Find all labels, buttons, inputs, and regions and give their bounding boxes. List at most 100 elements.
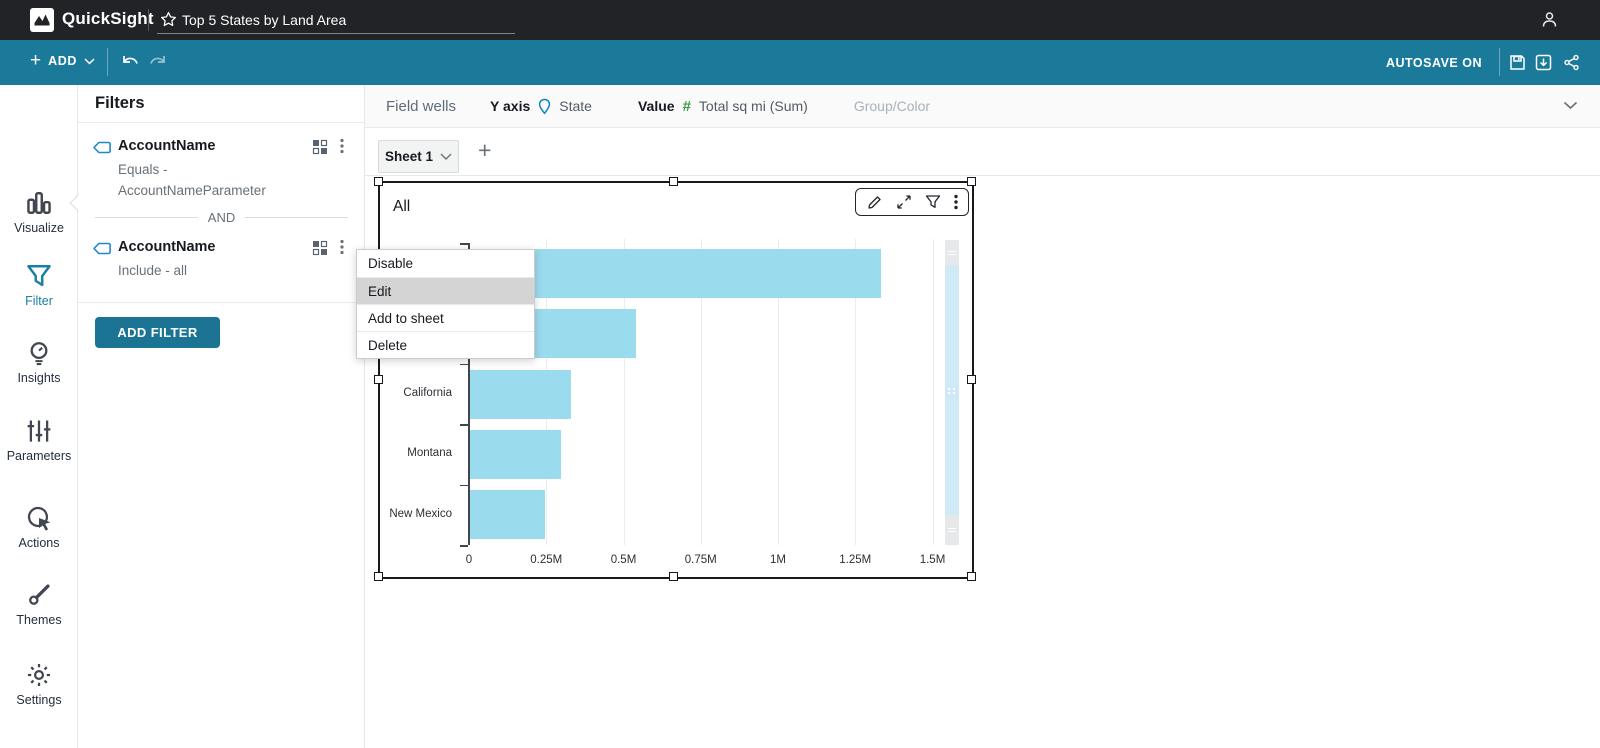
- menu-item-edit[interactable]: Edit: [357, 277, 534, 304]
- nav-themes[interactable]: Themes: [0, 582, 78, 627]
- lightbulb-icon: [30, 342, 48, 366]
- filter-condition: Include - all: [118, 263, 188, 278]
- nav-parameters[interactable]: Parameters: [0, 418, 78, 463]
- filter-condition-parameter: AccountNameParameter: [118, 183, 266, 198]
- x-axis-tick-label: 1M: [770, 554, 786, 566]
- brand-name: QuickSight: [62, 9, 154, 28]
- undo-icon[interactable]: [121, 53, 140, 70]
- nav-insights[interactable]: Insights: [0, 340, 78, 385]
- resize-handle-s[interactable]: [669, 572, 678, 581]
- group-color-well[interactable]: Group/Color: [853, 98, 931, 114]
- category-label: New Mexico: [389, 507, 452, 520]
- scrollbar-thumb[interactable]: [945, 265, 959, 515]
- paintbrush-icon: [29, 584, 50, 605]
- resize-handle-e[interactable]: [967, 375, 976, 384]
- filter-card-1[interactable]: AccountName Equals - AccountNameParamete…: [78, 138, 365, 233]
- nav-visualize[interactable]: Visualize: [0, 190, 78, 235]
- top-bar: QuickSight Top 5 States by Land Area: [0, 0, 1600, 40]
- bar[interactable]: [470, 369, 571, 419]
- nav-filter[interactable]: Filter: [0, 263, 78, 308]
- toolbar-divider: [107, 48, 108, 76]
- user-account-icon[interactable]: [1541, 11, 1558, 28]
- panel-divider: [78, 302, 365, 303]
- dimension-tag-icon: [92, 241, 112, 256]
- filter-menu-kebab-icon[interactable]: [340, 239, 344, 255]
- edit-visual-pencil-icon[interactable]: [867, 194, 883, 210]
- resize-handle-ne[interactable]: [967, 177, 976, 186]
- favorite-star-icon[interactable]: [160, 11, 177, 28]
- chart-scrollbar[interactable]: [945, 240, 959, 545]
- y-axis-well[interactable]: Y axis State: [490, 98, 592, 114]
- share-icon[interactable]: [1563, 54, 1580, 71]
- add-filter-button[interactable]: ADD FILTER: [95, 317, 220, 348]
- y-axis-tick: [460, 545, 468, 547]
- menu-item-disable[interactable]: Disable: [368, 256, 414, 271]
- nav-settings[interactable]: Settings: [0, 662, 78, 707]
- y-axis-tick: [460, 484, 468, 487]
- action-cursor-icon: [27, 506, 51, 531]
- resize-handle-n[interactable]: [669, 177, 678, 186]
- analysis-title[interactable]: Top 5 States by Land Area: [182, 12, 347, 28]
- quicksight-logo-icon[interactable]: [30, 8, 54, 32]
- filter-card-2[interactable]: AccountName Include - all: [78, 239, 365, 299]
- export-icon[interactable]: [1535, 54, 1552, 71]
- topbar-divider: [148, 9, 149, 31]
- title-underline: [157, 33, 515, 34]
- resize-handle-se[interactable]: [967, 572, 976, 581]
- gridline: [623, 239, 625, 545]
- scrollbar-top-handle[interactable]: [945, 240, 959, 265]
- separator-line: [95, 217, 198, 218]
- bar-chart-visual[interactable]: All 00.25M0.5M0.75M1M1.25M1.5MAlaskaTexa…: [374, 177, 976, 581]
- filter-context-menu: Disable Edit Add to sheet Delete: [356, 249, 535, 359]
- nav-actions[interactable]: Actions: [0, 505, 78, 550]
- and-separator: AND: [95, 210, 349, 225]
- bar[interactable]: [470, 429, 561, 479]
- bar[interactable]: [470, 490, 545, 540]
- menu-item-add-to-sheet[interactable]: Add to sheet: [357, 304, 534, 331]
- category-label: California: [403, 387, 452, 399]
- edit-toolbar: + ADD AUTOSAVE ON: [0, 40, 1600, 85]
- filter-funnel-icon: [27, 265, 51, 287]
- gridline: [932, 239, 934, 545]
- separator-line: [245, 217, 349, 218]
- value-well[interactable]: Value # Total sq mi (Sum): [637, 97, 808, 115]
- toolbar-divider-right: [1499, 48, 1500, 76]
- resize-handle-sw[interactable]: [374, 572, 383, 581]
- measure-hash-icon: #: [682, 97, 691, 115]
- gridline: [855, 239, 857, 545]
- x-axis-tick-label: 1.25M: [839, 554, 872, 566]
- redo-icon[interactable]: [148, 53, 167, 70]
- grid-layout-icon[interactable]: [312, 240, 328, 256]
- y-axis-line: [468, 243, 470, 545]
- visual-menu-kebab-icon[interactable]: [953, 194, 958, 210]
- field-wells-bar: Field wells Y axis State Value # Total s…: [365, 85, 1600, 128]
- resize-handle-nw[interactable]: [374, 177, 383, 186]
- add-sheet-button[interactable]: +: [478, 137, 492, 163]
- sheet-tab[interactable]: Sheet 1: [378, 140, 459, 173]
- bar[interactable]: [470, 248, 881, 298]
- menu-item-delete[interactable]: Delete: [357, 331, 534, 358]
- bar-chart-icon: [27, 192, 51, 214]
- add-button[interactable]: + ADD: [30, 51, 95, 70]
- x-axis-tick-label: 0.75M: [684, 554, 717, 566]
- sliders-icon: [27, 420, 51, 442]
- y-axis-tick: [460, 363, 468, 366]
- autosave-status[interactable]: AUTOSAVE ON: [1385, 56, 1482, 70]
- grid-layout-icon[interactable]: [312, 139, 328, 155]
- resize-handle-w[interactable]: [374, 375, 383, 384]
- y-axis-tick: [460, 424, 468, 426]
- y-axis-tick: [460, 243, 468, 245]
- collapse-field-wells-icon[interactable]: [1563, 101, 1578, 110]
- scrollbar-bottom-handle[interactable]: [945, 515, 959, 545]
- x-axis-tick-label: 0: [465, 554, 473, 566]
- save-icon[interactable]: [1509, 54, 1526, 71]
- filter-menu-kebab-icon[interactable]: [340, 138, 344, 154]
- visual-title: All: [393, 198, 411, 215]
- visual-mini-toolbar: [855, 188, 969, 216]
- filter-visual-icon[interactable]: [925, 194, 941, 210]
- x-axis-tick-label: 0.5M: [610, 554, 637, 566]
- gridline: [778, 239, 779, 545]
- chevron-down-icon: [84, 57, 95, 65]
- maximize-visual-icon[interactable]: [896, 194, 912, 210]
